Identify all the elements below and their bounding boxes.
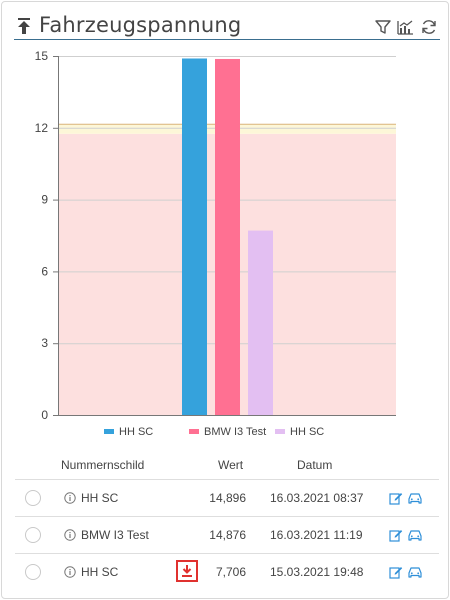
download-icon — [182, 565, 192, 577]
date-cell: 15.03.2021 19:48 — [270, 565, 364, 579]
legend-swatch — [275, 428, 285, 434]
widget-title: Fahrzeugspannung — [39, 13, 242, 37]
legend-swatch — [104, 428, 114, 434]
edit-icon[interactable] — [389, 528, 403, 542]
y-tick-label: 15 — [35, 49, 49, 63]
filter-icon[interactable] — [374, 18, 392, 36]
table-row[interactable]: HH SC 7,706 15.03.2021 19:48 — [15, 553, 439, 590]
y-tick-label: 0 — [41, 408, 48, 422]
table-row[interactable]: HH SC 14,896 16.03.2021 08:37 — [15, 479, 439, 516]
chart-icon[interactable] — [396, 18, 414, 36]
refresh-icon[interactable] — [420, 18, 438, 36]
download-button[interactable] — [176, 560, 198, 582]
info-icon[interactable] — [64, 492, 76, 504]
y-tick-label: 12 — [35, 121, 49, 135]
car-icon[interactable] — [407, 565, 423, 579]
info-icon[interactable] — [64, 566, 76, 578]
car-icon[interactable] — [407, 491, 423, 505]
y-tick-label: 9 — [41, 193, 48, 207]
legend-item-hh-sc-1[interactable]: HH SC — [104, 426, 153, 438]
value-cell: 14,876 — [209, 528, 246, 542]
info-icon[interactable] — [64, 529, 76, 541]
voltage-bar-chart: 0 3 6 9 12 15 — [35, 49, 396, 422]
legend-swatch — [189, 428, 199, 434]
row-select-radio[interactable] — [25, 564, 41, 580]
value-cell: 14,896 — [209, 491, 246, 505]
car-icon[interactable] — [407, 528, 423, 542]
column-header-plate[interactable]: Nummernschild — [61, 458, 145, 472]
value-cell: 7,706 — [215, 565, 246, 579]
legend-label: HH SC — [290, 426, 325, 438]
date-cell: 16.03.2021 08:37 — [270, 491, 364, 505]
row-select-radio[interactable] — [25, 527, 41, 543]
legend-label: BMW I3 Test — [204, 426, 267, 438]
edit-icon[interactable] — [389, 565, 403, 579]
y-tick-label: 3 — [41, 336, 48, 350]
legend-item-hh-sc-2[interactable]: HH SC — [275, 426, 324, 438]
y-tick-label: 6 — [41, 264, 48, 278]
plate-cell: BMW I3 Test — [81, 528, 149, 542]
column-header-value[interactable]: Wert — [218, 458, 244, 472]
bar-2 — [215, 58, 240, 415]
date-cell: 16.03.2021 11:19 — [270, 528, 363, 542]
bar-1 — [182, 58, 207, 415]
bar-3 — [248, 230, 273, 415]
row-select-radio[interactable] — [25, 490, 41, 506]
column-header-date[interactable]: Datum — [297, 458, 333, 472]
legend-item-bmw-i3-test[interactable]: BMW I3 Test — [189, 426, 266, 438]
collapse-up-icon[interactable] — [16, 17, 32, 35]
widget-header: Fahrzeugspannung — [14, 13, 440, 40]
legend-label: HH SC — [119, 426, 154, 438]
plate-cell: HH SC — [81, 565, 119, 579]
edit-icon[interactable] — [389, 491, 403, 505]
plate-cell: HH SC — [81, 491, 119, 505]
table-row[interactable]: BMW I3 Test 14,876 16.03.2021 11:19 — [15, 516, 439, 553]
